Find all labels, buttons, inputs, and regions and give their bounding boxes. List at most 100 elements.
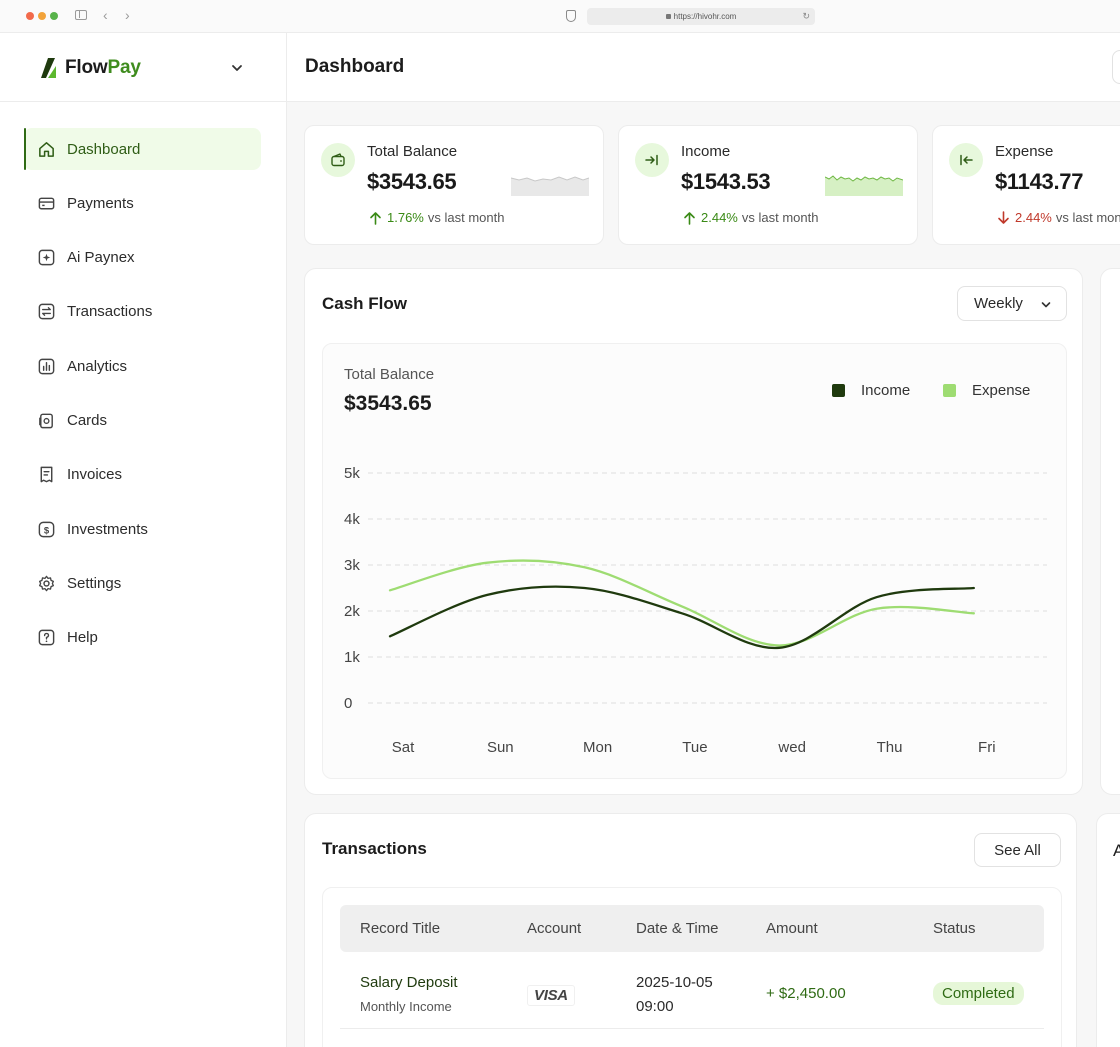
side-card-bottom: A xyxy=(1096,813,1120,1047)
sidebar-item-label: Help xyxy=(67,629,98,647)
stat-change-suffix: vs last month xyxy=(741,210,819,225)
stat-change-percent: 1.76% xyxy=(387,210,424,225)
sidebar-item-dashboard[interactable]: Dashboard xyxy=(24,128,261,170)
stat-label: Income xyxy=(681,143,731,160)
visa-logo: VISA xyxy=(527,985,575,1006)
back-button[interactable]: ‹ xyxy=(103,7,108,23)
y-tick-label: 5k xyxy=(344,465,360,482)
url-text: https://hivohr.com xyxy=(673,12,737,21)
header-action-button[interactable] xyxy=(1112,50,1120,84)
sidebar-item-payments[interactable]: Payments xyxy=(24,182,261,224)
legend-label: Income xyxy=(861,382,911,399)
sidebar-item-label: Transactions xyxy=(67,303,153,321)
record-time: 09:00 xyxy=(636,998,674,1015)
stat-card-income[interactable]: Income $1543.53 2.44% vs last month xyxy=(618,125,918,245)
side-card-title: A xyxy=(1113,841,1120,860)
expense-arrow-icon xyxy=(949,143,983,177)
sidebar-item-label: Investments xyxy=(67,520,148,538)
address-bar[interactable]: https://hivohr.com ↻ xyxy=(587,8,815,25)
investment-icon: $ xyxy=(38,521,55,537)
see-all-button[interactable]: See All xyxy=(974,833,1061,867)
sidebar-item-label: Payments xyxy=(67,194,134,212)
transactions-title: Transactions xyxy=(322,839,427,858)
x-tick-label: Tue xyxy=(682,739,707,756)
series-line-income xyxy=(388,585,975,649)
y-tick-label: 3k xyxy=(344,557,360,574)
cash-flow-title: Cash Flow xyxy=(322,294,408,313)
sidebar-item-label: Invoices xyxy=(67,466,123,484)
sidebar-item-invoices[interactable]: Invoices xyxy=(24,454,261,496)
x-tick-label: Fri xyxy=(978,739,996,756)
period-dropdown[interactable]: Weekly xyxy=(957,286,1067,321)
column-header[interactable]: Amount xyxy=(766,920,818,937)
legend-swatch-income xyxy=(832,384,845,397)
sidebar-item-ai-paynex[interactable]: Ai Paynex xyxy=(24,237,261,279)
invoice-icon xyxy=(40,466,53,483)
record-date: 2025-10-05 xyxy=(636,974,713,991)
column-header[interactable]: Date & Time xyxy=(636,920,719,937)
lock-icon xyxy=(665,14,671,19)
sidebar-item-label: Ai Paynex xyxy=(67,249,135,267)
cash-flow-chart: Total Balance $3543.65 Income Expense 0 1… xyxy=(322,343,1067,779)
x-tick-label: Mon xyxy=(583,739,612,756)
stat-card-expense[interactable]: Expense $1143.77 2.44% vs last month xyxy=(932,125,1120,245)
browser-chrome: ‹ › https://hivohr.com ↻ xyxy=(0,0,1120,33)
sparkle-icon xyxy=(38,249,55,266)
table-header: Record Title Account Date & Time Amount … xyxy=(340,905,1044,952)
income-arrow-icon xyxy=(635,143,669,177)
arrow-up-icon xyxy=(370,211,381,225)
stat-change: 2.44% vs last month xyxy=(683,210,818,225)
line-chart: 0 1k 2k 3k 4k 5k Sat Sun Mon Tue wed Thu Fri xyxy=(344,465,1047,756)
stat-value: $1543.53 xyxy=(681,169,771,194)
privacy-shield-icon[interactable] xyxy=(566,10,576,22)
cards-icon xyxy=(39,413,53,429)
arrow-up-icon xyxy=(684,211,695,225)
home-icon xyxy=(39,141,54,157)
sparkline xyxy=(511,176,589,196)
side-card xyxy=(1100,268,1120,795)
close-window-button[interactable] xyxy=(26,12,34,20)
sidebar-item-cards[interactable]: Cards xyxy=(24,399,261,441)
column-header[interactable]: Status xyxy=(933,920,976,937)
brand-name: FlowPay xyxy=(65,57,141,78)
transactions-table: Record Title Account Date & Time Amount … xyxy=(322,887,1062,1047)
sidebar-item-transactions[interactable]: Transactions xyxy=(24,291,261,333)
column-header[interactable]: Account xyxy=(527,920,582,937)
sidebar-item-help[interactable]: Help xyxy=(24,617,261,659)
y-tick-label: 1k xyxy=(344,649,360,666)
sidebar: FlowPay Dashboard Payments Ai Paynex Tra… xyxy=(0,33,287,1047)
legend-swatch-expense xyxy=(943,384,956,397)
svg-text:$: $ xyxy=(44,525,50,536)
y-tick-label: 4k xyxy=(344,511,360,528)
record-amount: + $2,450.00 xyxy=(766,985,846,1002)
chart-total-value: $3543.65 xyxy=(344,392,432,415)
stat-label: Expense xyxy=(995,143,1054,160)
forward-button[interactable]: › xyxy=(125,7,130,23)
series-line-expense xyxy=(388,559,975,647)
help-icon xyxy=(38,629,55,646)
reload-icon[interactable]: ↻ xyxy=(802,11,810,21)
row-divider xyxy=(340,1028,1044,1029)
legend-item-income[interactable]: Income xyxy=(832,382,910,399)
x-tick-label: Sat xyxy=(392,739,415,756)
record-title: Salary Deposit xyxy=(360,974,458,991)
sidebar-item-analytics[interactable]: Analytics xyxy=(24,345,261,387)
gear-icon xyxy=(38,575,55,592)
chart-total-label: Total Balance xyxy=(344,366,435,383)
brand-logo[interactable]: FlowPay xyxy=(38,55,141,81)
page-title: Dashboard xyxy=(305,56,405,77)
sidebar-menu: Dashboard Payments Ai Paynex Transaction… xyxy=(24,128,261,671)
stat-card-total-balance[interactable]: Total Balance $3543.65 1.76% vs last mon… xyxy=(304,125,604,245)
maximize-window-button[interactable] xyxy=(50,12,58,20)
top-bar: Dashboard xyxy=(287,33,1120,102)
flowpay-logo-icon xyxy=(41,58,56,78)
chevron-down-icon xyxy=(1041,302,1051,308)
minimize-window-button[interactable] xyxy=(38,12,46,20)
chevron-down-icon[interactable] xyxy=(230,61,244,75)
legend-item-expense[interactable]: Expense xyxy=(943,382,1030,399)
sidebar-toggle-icon[interactable] xyxy=(75,10,87,20)
sidebar-item-settings[interactable]: Settings xyxy=(24,562,261,604)
column-header[interactable]: Record Title xyxy=(360,920,441,937)
sidebar-item-investments[interactable]: $ Investments xyxy=(24,508,261,550)
sparkline xyxy=(825,175,903,196)
